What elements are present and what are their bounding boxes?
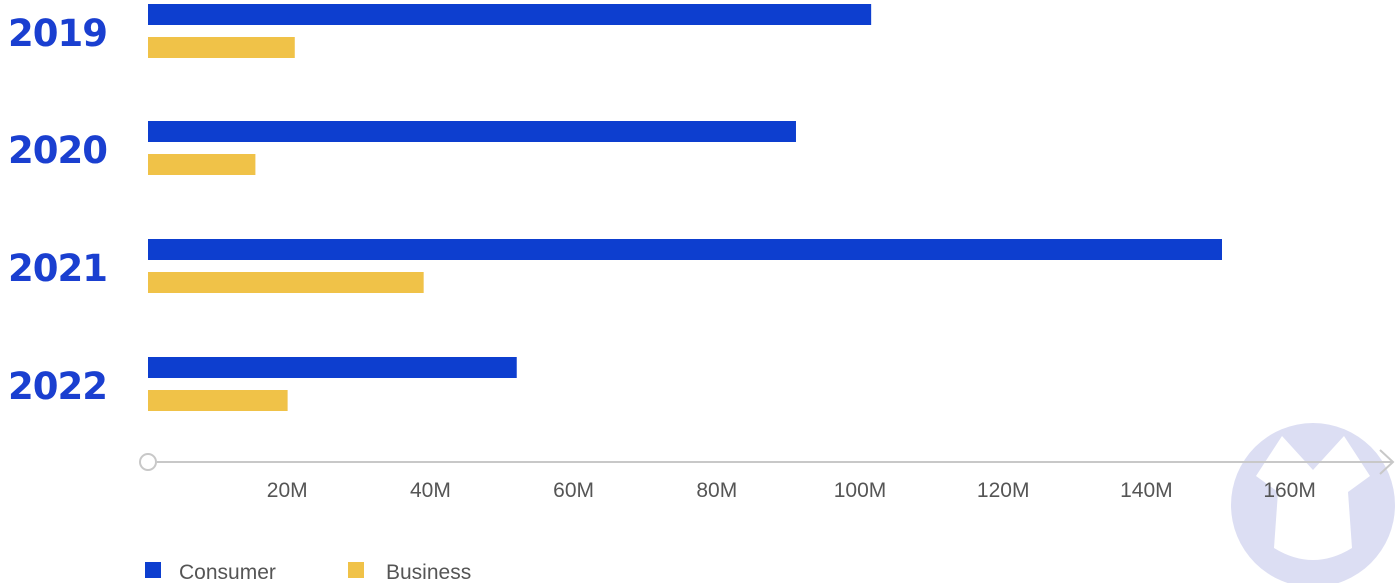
axis-arrow-icon (1379, 449, 1395, 475)
malwarebytes-logo-icon (1231, 423, 1395, 583)
x-tick-label: 100M (834, 479, 887, 502)
axis-origin-circle (139, 453, 157, 471)
x-tick-label: 60M (553, 479, 594, 502)
x-tick-label: 40M (410, 479, 451, 502)
x-tick-label: 140M (1120, 479, 1173, 502)
category-label-2020: 2020 (8, 129, 107, 172)
bar-business-2022 (148, 390, 288, 411)
category-labels: 2019 2020 2021 2022 (8, 12, 108, 408)
x-tick-label: 20M (267, 479, 308, 502)
legend-swatch-business (348, 562, 364, 578)
bar-consumer-2021 (148, 239, 1222, 260)
x-tick-label: 120M (977, 479, 1030, 502)
x-tick-labels: 20M 40M 60M 80M 100M 120M 140M 160M (267, 479, 1316, 502)
bars-layer (148, 4, 1222, 411)
category-label-2021: 2021 (8, 247, 107, 290)
x-tick-label: 160M (1263, 479, 1316, 502)
legend-swatch-consumer (145, 562, 161, 578)
x-axis (139, 449, 1395, 475)
legend: Consumer Business (145, 561, 471, 583)
legend-label-consumer: Consumer (179, 561, 276, 583)
bar-consumer-2020 (148, 121, 796, 142)
legend-label-business: Business (386, 561, 471, 583)
category-label-2019: 2019 (8, 12, 107, 55)
x-tick-label: 80M (696, 479, 737, 502)
bar-business-2019 (148, 37, 295, 58)
bar-business-2020 (148, 154, 256, 175)
bar-consumer-2019 (148, 4, 872, 25)
bar-consumer-2022 (148, 357, 517, 378)
category-label-2022: 2022 (8, 365, 107, 408)
bar-business-2021 (148, 272, 424, 293)
